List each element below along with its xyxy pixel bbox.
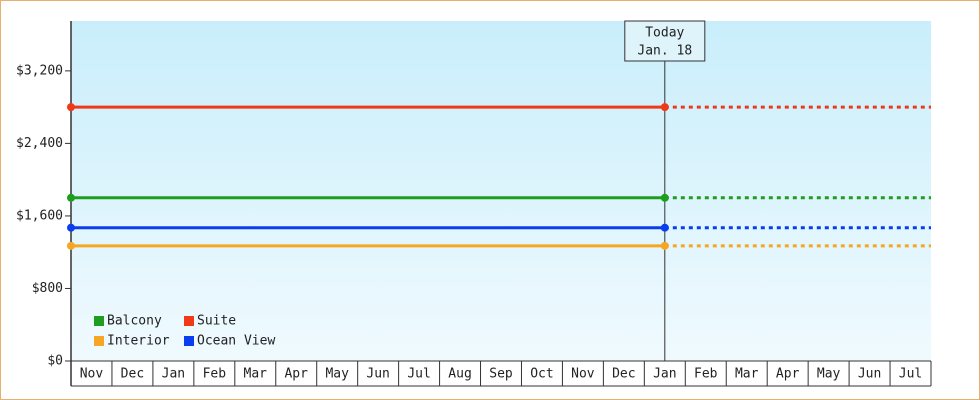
legend-label: Balcony <box>107 314 162 329</box>
x-tick-label: Jul <box>899 367 922 382</box>
x-tick-label: Mar <box>244 367 268 382</box>
x-tick-label: Nov <box>571 367 595 382</box>
legend-label: Suite <box>197 314 236 329</box>
legend-label: Interior <box>107 334 170 349</box>
legend-swatch <box>184 336 194 346</box>
series-point <box>67 223 75 232</box>
y-tick-label: $800 <box>32 281 63 296</box>
y-tick-label: $1,600 <box>16 208 63 223</box>
series-point <box>660 223 669 232</box>
series-point <box>67 103 75 112</box>
y-tick-label: $2,400 <box>16 136 63 151</box>
x-tick-label: Apr <box>284 367 308 382</box>
legend-label: Ocean View <box>197 334 275 349</box>
legend-swatch <box>94 336 104 346</box>
today-title: Today <box>645 26 684 41</box>
x-tick-label: Sep <box>489 367 513 382</box>
x-tick-label: Jun <box>858 367 881 382</box>
x-tick-label: Mar <box>735 367 759 382</box>
x-tick-label: Dec <box>612 367 635 382</box>
x-tick-label: Feb <box>203 367 227 382</box>
series-point <box>660 241 669 250</box>
x-tick-label: Jan <box>653 367 676 382</box>
series-point <box>67 241 75 250</box>
series-point <box>67 193 75 202</box>
x-tick-label: Oct <box>530 367 553 382</box>
x-tick-label: Jul <box>407 367 430 382</box>
x-tick-label: Aug <box>448 367 471 382</box>
x-tick-label: Jun <box>366 367 389 382</box>
x-tick-label: May <box>325 367 349 382</box>
x-tick-label: Dec <box>121 367 144 382</box>
x-tick-label: Apr <box>776 367 800 382</box>
today-box <box>624 20 706 62</box>
x-tick-label: Nov <box>80 367 104 382</box>
x-tick-label: May <box>817 367 841 382</box>
x-tick-label: Jan <box>162 367 185 382</box>
today-date: Jan. 18 <box>637 44 692 59</box>
legend-swatch <box>184 316 194 326</box>
y-tick-label: $3,200 <box>16 63 63 78</box>
series-point <box>660 193 669 202</box>
x-tick-label: Feb <box>694 367 718 382</box>
y-tick-label: $0 <box>47 354 63 369</box>
series-point <box>660 103 669 112</box>
plot-area <box>71 21 931 361</box>
legend-swatch <box>94 316 104 326</box>
